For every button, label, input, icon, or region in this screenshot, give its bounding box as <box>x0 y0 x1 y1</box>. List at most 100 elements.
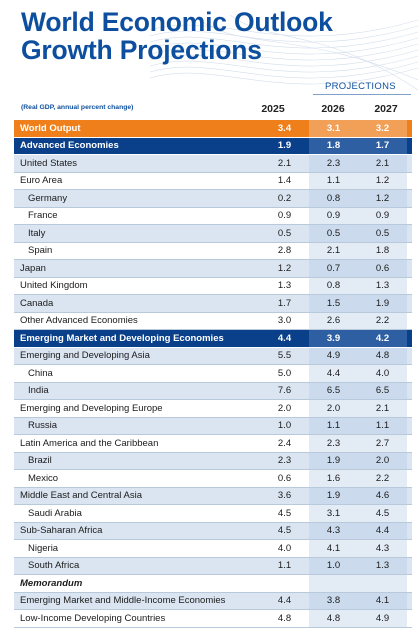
value-cell-2027: 0.9 <box>358 207 407 224</box>
value-cell-2026: 4.8 <box>309 610 358 627</box>
value-cell-2027: 4.4 <box>358 522 407 539</box>
value-cell-2026: 6.5 <box>309 382 358 399</box>
value-cell-2025: 4.4 <box>277 332 292 344</box>
value-cell-2025: 1.0 <box>277 420 292 432</box>
title-line-2: Growth Projections <box>21 35 262 65</box>
value-cell-2027: 6.5 <box>358 382 407 399</box>
value-cell-2026: 2.0 <box>309 400 358 417</box>
value-cell-2027: 1.1 <box>358 417 407 434</box>
page-title: World Economic Outlook Growth Projection… <box>21 8 333 64</box>
value-cell-2025: 7.6 <box>277 385 292 397</box>
table-row: United States 2.1 2.3 2.1 <box>14 155 412 173</box>
row-label: World Output <box>20 122 81 134</box>
value-cell-2026: 2.3 <box>309 155 358 172</box>
value-cell-2025: 2.8 <box>277 245 292 257</box>
row-label: Emerging Market and Middle-Income Econom… <box>20 595 226 607</box>
value-cell-2027: 4.1 <box>358 592 407 609</box>
table-row: China 5.0 4.4 4.0 <box>14 365 412 383</box>
value-cell-2025: 1.2 <box>277 262 292 274</box>
value-cell-2026: 1.5 <box>309 295 358 312</box>
row-label: Sub-Saharan Africa <box>20 525 103 537</box>
row-label: Germany <box>28 192 68 204</box>
value-cell-2026: 0.8 <box>309 190 358 207</box>
table-row: France 0.9 0.9 0.9 <box>14 207 412 225</box>
table-row: Canada 1.7 1.5 1.9 <box>14 295 412 313</box>
value-cell-2025: 4.5 <box>277 525 292 537</box>
value-cell-2027: 1.7 <box>358 137 407 154</box>
row-label: France <box>28 210 58 222</box>
row-label: Other Advanced Economies <box>20 315 138 327</box>
value-cell-2026: 3.1 <box>309 120 358 137</box>
value-cell-2025: 5.0 <box>277 367 292 379</box>
value-cell-2025: 2.1 <box>277 157 292 169</box>
row-label: Emerging Market and Developing Economies <box>20 332 224 344</box>
table-row: Emerging and Developing Asia 5.5 4.9 4.8 <box>14 347 412 365</box>
row-label: South Africa <box>28 560 80 572</box>
value-cell-2026: 0.8 <box>309 277 358 294</box>
value-cell-2027: 3.2 <box>358 120 407 137</box>
table-row: Japan 1.2 0.7 0.6 <box>14 260 412 278</box>
table-row: Memorandum <box>14 575 412 593</box>
value-cell-2025: 4.0 <box>277 542 292 554</box>
value-cell-2026: 0.9 <box>309 207 358 224</box>
value-cell-2025: 3.0 <box>277 315 292 327</box>
row-label: Advanced Economies <box>20 140 119 152</box>
value-cell-2027: 2.1 <box>358 155 407 172</box>
value-cell-2025: 1.3 <box>277 280 292 292</box>
value-cell-2025: 0.9 <box>277 210 292 222</box>
value-cell-2026: 1.1 <box>309 172 358 189</box>
value-cell-2025: 4.8 <box>277 612 292 624</box>
wave-background-graphic <box>149 14 418 91</box>
value-cell-2026: 1.0 <box>309 557 358 574</box>
value-cell-2026: 1.9 <box>309 452 358 469</box>
table-row: Low-Income Developing Countries 4.8 4.8 4.9 <box>14 610 412 628</box>
title-line-1: World Economic Outlook <box>21 7 333 37</box>
table-row: Mexico 0.6 1.6 2.2 <box>14 470 412 488</box>
value-cell-2025: 0.2 <box>277 192 292 204</box>
row-label: Italy <box>28 227 46 239</box>
value-cell-2027: 4.0 <box>358 365 407 382</box>
value-cell-2027: 4.2 <box>358 330 407 347</box>
units-label: (Real GDP, annual percent change) <box>21 104 134 111</box>
value-cell-2026: 1.9 <box>309 487 358 504</box>
table-row: Nigeria 4.0 4.1 4.3 <box>14 540 412 558</box>
value-cell-2026: 1.8 <box>309 137 358 154</box>
value-cell-2027: 2.7 <box>358 435 407 452</box>
value-cell-2026: 2.6 <box>309 312 358 329</box>
table-row: Other Advanced Economies 3.0 2.6 2.2 <box>14 312 412 330</box>
value-cell-2027: 1.2 <box>358 190 407 207</box>
row-label: Memorandum <box>20 577 83 589</box>
value-cell-2026: 3.9 <box>309 330 358 347</box>
table-row: Sub-Saharan Africa 4.5 4.3 4.4 <box>14 522 412 540</box>
value-cell-2027: 1.3 <box>358 277 407 294</box>
row-label: Mexico <box>28 472 59 484</box>
table-row: Middle East and Central Asia 3.6 1.9 4.6 <box>14 487 412 505</box>
value-cell-2026: 3.1 <box>309 505 358 522</box>
value-cell-2027: 1.2 <box>358 172 407 189</box>
row-label: India <box>28 385 49 397</box>
value-cell-2027: 2.1 <box>358 400 407 417</box>
table-row: Germany 0.2 0.8 1.2 <box>14 190 412 208</box>
table-row: South Africa 1.1 1.0 1.3 <box>14 557 412 575</box>
value-cell-2025: 2.4 <box>277 437 292 449</box>
row-label: Brazil <box>28 455 52 467</box>
value-cell-2027: 1.8 <box>358 242 407 259</box>
value-cell-2026: 4.1 <box>309 540 358 557</box>
row-label: Russia <box>28 420 58 432</box>
value-cell-2026: 0.5 <box>309 225 358 242</box>
row-label: United Kingdom <box>20 280 88 292</box>
table-row: India 7.6 6.5 6.5 <box>14 382 412 400</box>
value-cell-2025: 5.5 <box>277 350 292 362</box>
table-row: Emerging Market and Developing Economies… <box>14 330 412 348</box>
value-cell-2026 <box>309 575 358 592</box>
value-cell-2027: 1.9 <box>358 295 407 312</box>
value-cell-2027: 0.5 <box>358 225 407 242</box>
value-cell-2026: 1.6 <box>309 470 358 487</box>
value-cell-2025: 2.3 <box>277 455 292 467</box>
value-cell-2026: 4.9 <box>309 347 358 364</box>
value-cell-2026: 4.4 <box>309 365 358 382</box>
table-row: Italy 0.5 0.5 0.5 <box>14 225 412 243</box>
table-row: Latin America and the Caribbean 2.4 2.3 2.7 <box>14 435 412 453</box>
row-label: Euro Area <box>20 175 63 187</box>
year-header-2025: 2025 <box>261 103 285 115</box>
